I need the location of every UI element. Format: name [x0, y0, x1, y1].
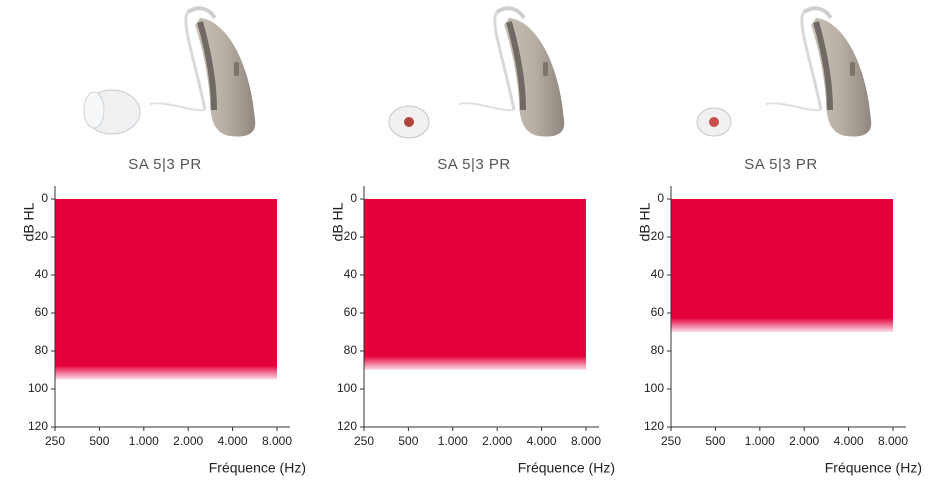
x-tick-label: 2.000	[789, 434, 819, 448]
y-tick-label: 100	[28, 381, 48, 395]
y-tick-label: 20	[344, 229, 358, 243]
y-tick-label: 100	[644, 381, 664, 395]
y-tick-label: 80	[35, 343, 49, 357]
y-tick-label: 60	[35, 305, 49, 319]
hearing-aid-image	[388, 8, 564, 138]
fitting-range-area	[671, 199, 893, 332]
y-tick-label: 80	[651, 343, 665, 357]
y-tick-label: 40	[35, 267, 49, 281]
x-tick-label: 250	[661, 434, 681, 448]
y-tick-label: 120	[337, 419, 357, 433]
y-tick-label: 40	[344, 267, 358, 281]
y-tick-label: 20	[651, 229, 665, 243]
y-axis-label: dB HL	[637, 202, 653, 241]
chart-title: SA 5|3 PR	[437, 156, 510, 173]
x-tick-label: 500	[705, 434, 725, 448]
y-tick-label: 0	[657, 191, 664, 205]
fitting-range-area	[364, 199, 586, 370]
y-tick-label: 40	[651, 267, 665, 281]
y-tick-label: 100	[337, 381, 357, 395]
hearing-aid-image	[696, 8, 871, 136]
x-tick-label: 2.000	[173, 434, 203, 448]
y-tick-label: 120	[28, 419, 48, 433]
y-tick-label: 0	[350, 191, 357, 205]
x-tick-label: 4.000	[834, 434, 864, 448]
chart-title: SA 5|3 PR	[744, 156, 817, 173]
y-axis-label: dB HL	[330, 202, 346, 241]
y-tick-label: 120	[644, 419, 664, 433]
y-tick-label: 60	[651, 305, 665, 319]
x-tick-label: 250	[45, 434, 65, 448]
x-tick-label: 8.000	[262, 434, 292, 448]
x-tick-label: 250	[354, 434, 374, 448]
y-tick-label: 0	[41, 191, 48, 205]
y-tick-label: 20	[35, 229, 49, 243]
x-tick-label: 500	[89, 434, 109, 448]
y-axis-label: dB HL	[21, 202, 37, 241]
x-tick-label: 8.000	[878, 434, 908, 448]
x-axis-label: Fréquence (Hz)	[518, 460, 615, 476]
x-tick-label: 1.000	[745, 434, 775, 448]
x-axis-label: Fréquence (Hz)	[825, 460, 922, 476]
x-tick-label: 8.000	[571, 434, 601, 448]
x-tick-label: 2.000	[482, 434, 512, 448]
hearing-aid-image	[83, 8, 255, 136]
fitting-range-area	[55, 199, 277, 380]
chart-title: SA 5|3 PR	[128, 156, 201, 173]
x-tick-label: 1.000	[129, 434, 159, 448]
x-tick-label: 500	[398, 434, 418, 448]
y-tick-label: 60	[344, 305, 358, 319]
x-axis-label: Fréquence (Hz)	[209, 460, 306, 476]
y-tick-label: 80	[344, 343, 358, 357]
x-tick-label: 4.000	[527, 434, 557, 448]
x-tick-label: 4.000	[218, 434, 248, 448]
x-tick-label: 1.000	[438, 434, 468, 448]
